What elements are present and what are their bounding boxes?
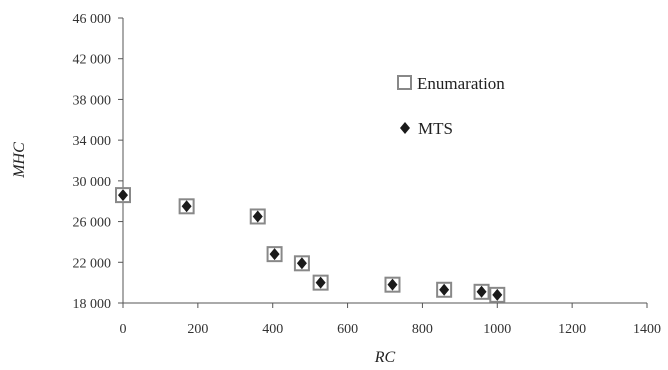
legend-mts-label: MTS [418,119,453,138]
mts-point [315,276,326,289]
y-axis-ticks: 18 000 22 000 26 000 30 000 34 000 38 000 42 0… [73,12,123,312]
y-tick-label: 42 000 [73,53,112,68]
mts-point [181,200,192,213]
y-tick-label: 34 000 [73,134,112,149]
legend: Enumaration MTS [397,74,505,138]
mts-point [492,288,503,301]
mts-point [118,189,128,202]
x-tick-label: 0 [120,322,127,337]
y-tick-label: 18 000 [73,297,112,312]
y-tick-label: 38 000 [73,93,112,108]
x-tick-label: 1200 [558,322,586,337]
y-axis-title: MHC [11,142,28,179]
mts-point [387,278,398,291]
legend-mts-marker [400,122,410,134]
mts-point [269,248,280,261]
x-tick-label: 1000 [483,322,511,337]
x-tick-label: 600 [337,322,358,337]
y-tick-label: 26 000 [73,216,112,231]
x-tick-label: 1400 [633,322,661,337]
mts-point [476,285,487,298]
x-axis-title: RC [374,349,396,366]
x-tick-label: 800 [412,322,433,337]
y-tick-label: 30 000 [73,175,112,190]
x-tick-label: 400 [262,322,283,337]
mts-point [296,257,307,270]
x-tick-label: 200 [187,322,208,337]
mts-point [252,210,263,223]
x-axis-ticks: 0 200 400 600 800 1000 1200 1400 [120,303,661,337]
legend-enumaration-label: Enumaration [417,74,505,93]
data-points [115,187,506,303]
y-tick-label: 46 000 [73,12,112,27]
mts-point [439,283,450,296]
legend-enumaration-marker [397,75,412,90]
y-tick-label: 22 000 [73,256,112,271]
